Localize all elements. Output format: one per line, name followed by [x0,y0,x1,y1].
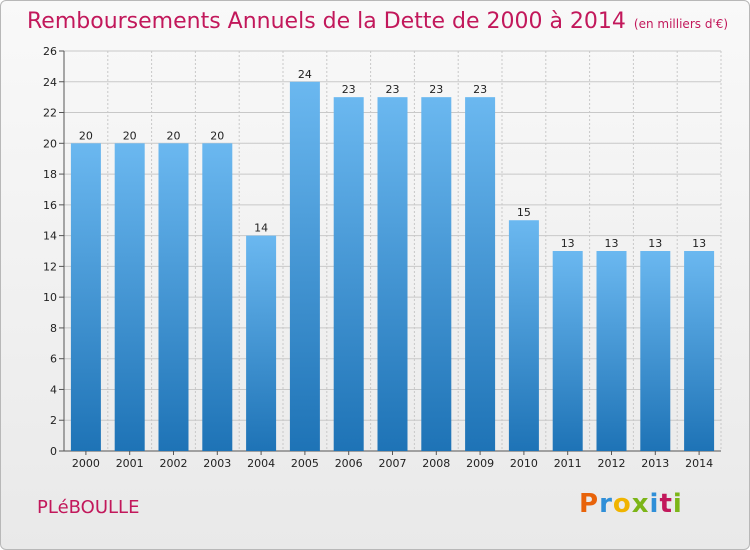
bars [70,81,715,452]
y-tick-label: 8 [50,322,57,335]
proxiti-logo: Proxiti [579,489,683,519]
data-label-2007: 23 [386,83,400,96]
data-label-2000: 20 [79,129,93,142]
x-tick-label: 2001 [116,457,144,470]
bar-2007 [377,97,408,452]
bar-2014 [684,251,715,451]
bar-2000 [70,143,101,452]
data-label-2013: 13 [648,237,662,250]
y-tick-label: 14 [43,230,57,243]
bar-2013 [640,251,671,451]
data-label-2010: 15 [517,206,531,219]
bar-2002 [158,143,189,452]
data-label-2004: 14 [254,222,268,235]
y-tick-label: 2 [50,414,57,427]
y-tick-label: 0 [50,445,57,458]
data-label-2014: 13 [692,237,706,250]
x-tick-label: 2006 [335,457,363,470]
x-tick-label: 2013 [641,457,669,470]
y-tick-label: 16 [43,199,57,212]
y-tick-label: 24 [43,76,57,89]
data-label-2001: 20 [123,129,137,142]
bar-2005 [289,81,320,452]
x-tick-label: 2005 [291,457,319,470]
bar-2011 [552,251,583,451]
data-label-2011: 13 [561,237,575,250]
place-name: PLéBOULLE [37,497,140,518]
x-tick-label: 2014 [685,457,713,470]
data-label-2006: 23 [342,83,356,96]
y-tick-label: 12 [43,260,57,273]
y-tick-label: 10 [43,291,57,304]
bar-2009 [465,97,496,452]
data-label-2009: 23 [473,83,487,96]
bar-2006 [333,97,364,452]
bar-2001 [114,143,145,452]
bar-2012 [596,251,627,451]
x-tick-label: 2008 [422,457,450,470]
y-tick-label: 4 [50,383,57,396]
x-tick-label: 2007 [379,457,407,470]
bar-2010 [508,220,539,451]
y-tick-label: 6 [50,353,57,366]
y-tick-label: 20 [43,137,57,150]
data-label-2012: 13 [605,237,619,250]
data-label-2008: 23 [429,83,443,96]
chart-title: Remboursements Annuels de la Dette de 20… [27,9,728,34]
labels: 20 2000 20 2001 20 2002 20 2003 14 2004 24 2005 23 20… [72,68,713,470]
x-tick-label: 2002 [160,457,188,470]
x-tick-label: 2003 [203,457,231,470]
bar-2008 [421,97,452,452]
data-label-2005: 24 [298,68,312,81]
x-tick-label: 2010 [510,457,538,470]
data-label-2002: 20 [167,129,181,142]
y-tick-label: 22 [43,107,57,120]
chart-subtitle: (en milliers d'€) [633,17,729,31]
y-tick-label: 26 [43,45,57,58]
x-tick-label: 2009 [466,457,494,470]
x-tick-label: 2000 [72,457,100,470]
bar-2004 [246,235,277,451]
x-tick-label: 2012 [598,457,626,470]
x-tick-label: 2011 [554,457,582,470]
data-label-2003: 20 [210,129,224,142]
chart-title-text: Remboursements Annuels de la Dette de 20… [27,9,626,34]
x-tick-label: 2004 [247,457,275,470]
bar-2003 [202,143,233,452]
y-tick-label: 18 [43,168,57,181]
